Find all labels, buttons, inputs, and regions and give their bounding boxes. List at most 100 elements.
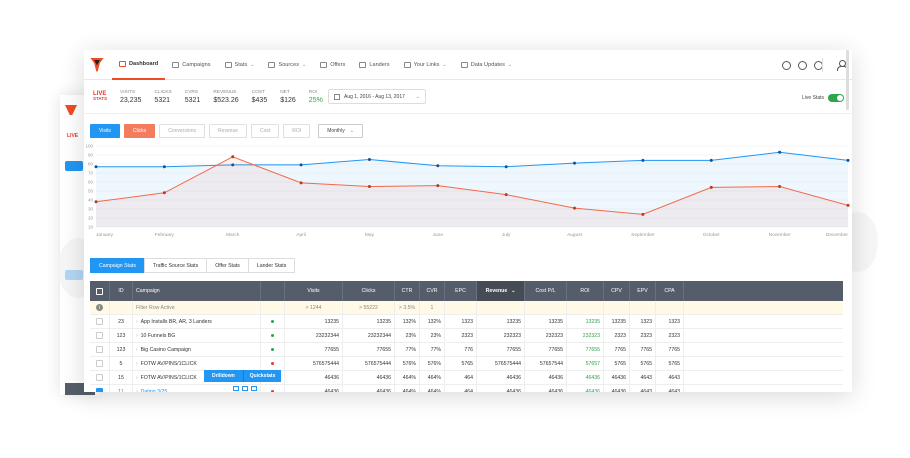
cost-button[interactable]: Cost <box>251 124 280 138</box>
header-revenue[interactable]: Revenue ⌄ <box>477 281 525 301</box>
filter-status-cell <box>261 301 285 314</box>
nav-item-offers[interactable]: Offers <box>313 50 352 80</box>
table-row[interactable]: 11 › Dating 3/25 46436 46436 464% 464% 464 46436… <box>90 385 843 392</box>
expand-chevron-icon[interactable]: › <box>136 388 138 393</box>
filter-cost[interactable] <box>525 301 567 314</box>
date-range-picker[interactable]: Aug 1, 2016 - Aug 13, 2017 ⌄ <box>328 89 426 104</box>
period-select[interactable]: Monthly ⌄ <box>318 124 363 138</box>
row-checkbox-cell[interactable] <box>90 343 110 356</box>
dashboard-icon <box>119 60 126 67</box>
nav-item-dashboard[interactable]: Dashboard <box>112 50 166 80</box>
row-checkbox[interactable] <box>96 332 103 339</box>
select-all-checkbox-cell[interactable] <box>90 281 110 301</box>
chat-icon[interactable] <box>798 60 807 70</box>
row-checkbox-cell[interactable] <box>90 371 110 384</box>
filter-cpa[interactable] <box>656 301 684 314</box>
expand-chevron-icon[interactable]: › <box>136 346 138 353</box>
filter-epv[interactable] <box>630 301 656 314</box>
user-account-icon[interactable] <box>837 60 848 71</box>
table-row[interactable]: 123 › Big Casino Campaign 77655 77655 77% 77% 7… <box>90 343 843 357</box>
conversions-button[interactable]: Conversions <box>159 124 205 138</box>
row-checkbox[interactable] <box>96 374 103 381</box>
nav-item-sources[interactable]: Sources ⌄ <box>261 50 313 80</box>
row-cpa: 4643 <box>656 371 684 384</box>
header-visits[interactable]: Visits <box>285 281 343 301</box>
row-cost: 77655 <box>525 343 567 356</box>
roi-button[interactable]: ROI <box>283 124 311 138</box>
visits-button[interactable]: Visits <box>90 124 120 138</box>
header-clicks[interactable]: Clicks <box>343 281 395 301</box>
row-checkbox-cell[interactable] <box>90 385 110 392</box>
expand-chevron-icon[interactable]: › <box>136 374 138 381</box>
row-checkbox[interactable] <box>96 360 103 367</box>
nav-item-data-updates[interactable]: Data Updates ⌄ <box>454 50 519 80</box>
header-campaign[interactable]: Campaign <box>133 281 261 301</box>
filter-clicks[interactable]: > 55222 <box>343 301 395 314</box>
nav-item-stats[interactable]: Stats ⌄ <box>218 50 262 80</box>
filter-row-label[interactable]: Filter Row Active <box>133 301 261 314</box>
header-ctr[interactable]: CTR <box>395 281 420 301</box>
clicks-button[interactable]: Clicks <box>123 124 156 138</box>
row-campaign-name[interactable]: 10 Funnels BG <box>140 332 176 339</box>
row-campaign-cell[interactable]: › Big Casino Campaign <box>133 343 261 356</box>
copy-icon[interactable] <box>251 386 257 391</box>
row-campaign-cell[interactable]: › Dating 3/25 <box>133 385 261 392</box>
tab-offer-stats[interactable]: Offer Stats <box>206 258 249 273</box>
filter-roi[interactable] <box>567 301 604 314</box>
row-checkbox-cell[interactable] <box>90 357 110 370</box>
header-cpv[interactable]: CPV <box>604 281 630 301</box>
filter-ctr[interactable]: > 3.5% <box>395 301 420 314</box>
table-row[interactable]: 23 › App Installs BR, AR, 3 Landers 13235 13… <box>90 315 843 329</box>
row-checkbox[interactable] <box>96 388 103 392</box>
row-campaign-cell[interactable]: › App Installs BR, AR, 3 Landers <box>133 315 261 328</box>
row-checkbox-cell[interactable] <box>90 329 110 342</box>
settings-gear-icon[interactable] <box>782 60 791 70</box>
nav-item-landers[interactable]: Landers <box>352 50 396 80</box>
row-checkbox[interactable] <box>96 346 103 353</box>
row-checkbox[interactable] <box>96 318 103 325</box>
chart-icon[interactable] <box>242 386 248 391</box>
drilldown-button[interactable]: Drilldown <box>204 370 243 382</box>
row-campaign-name[interactable]: Big Casino Campaign <box>140 346 191 353</box>
row-revenue: 576575444 <box>477 357 525 370</box>
quickstats-button[interactable]: Quickstats <box>242 370 282 382</box>
header-cpa[interactable]: CPA <box>656 281 684 301</box>
edit-icon[interactable] <box>233 386 239 391</box>
filter-cvr[interactable]: 1 <box>420 301 445 314</box>
brand-logo-icon[interactable] <box>90 57 104 72</box>
nav-item-campaigns[interactable]: Campaigns <box>165 50 217 80</box>
select-all-checkbox[interactable] <box>96 287 103 295</box>
filter-epc[interactable] <box>445 301 477 314</box>
vertical-scrollbar[interactable] <box>846 50 849 110</box>
header-id[interactable]: ID <box>110 281 133 301</box>
expand-chevron-icon[interactable]: › <box>136 360 138 367</box>
x-tick-label: September <box>631 232 655 238</box>
header-cost[interactable]: Cost P/L <box>525 281 567 301</box>
filter-revenue[interactable] <box>477 301 525 314</box>
row-campaign-name[interactable]: FOTW AV/PINS/1CLICK <box>140 374 197 381</box>
header-epv[interactable]: EPV <box>630 281 656 301</box>
tab-lander-stats[interactable]: Lander Stats <box>247 258 296 273</box>
header-roi[interactable]: ROI <box>567 281 604 301</box>
filter-cpv[interactable] <box>604 301 630 314</box>
row-campaign-name[interactable]: App Installs BR, AR, 3 Landers <box>140 318 212 325</box>
data-point <box>573 161 577 165</box>
expand-chevron-icon[interactable]: › <box>136 318 138 325</box>
row-campaign-cell[interactable]: › FOTW AV/PINS/1CLICK <box>133 357 261 370</box>
header-epc[interactable]: EPC <box>445 281 477 301</box>
row-campaign-name[interactable]: Dating 3/25 <box>140 388 168 393</box>
row-checkbox-cell[interactable] <box>90 315 110 328</box>
filter-visits[interactable]: > 1244 <box>285 301 343 314</box>
tab-traffic-source-stats[interactable]: Traffic Source Stats <box>143 258 208 273</box>
live-stats-toggle[interactable] <box>828 94 844 102</box>
tab-campaign-stats[interactable]: Campaign Stats <box>90 258 145 273</box>
expand-chevron-icon[interactable]: › <box>136 332 138 339</box>
header-cvr[interactable]: CVR <box>420 281 445 301</box>
row-campaign-name[interactable]: FOTW AV/PINS/1CLICK <box>140 360 197 367</box>
revenue-button[interactable]: Revenue <box>209 124 248 138</box>
table-row[interactable]: 123 › 10 Funnels BG 23232344 23232344 23% 23% 2… <box>90 329 843 343</box>
nav-item-your-links[interactable]: Your Links ⌄ <box>397 50 454 80</box>
row-campaign-cell[interactable]: › 10 Funnels BG <box>133 329 261 342</box>
table-row[interactable]: 15 › FOTW AV/PINS/1CLICK 46436 46436 464% 464%… <box>90 371 843 385</box>
table-row[interactable]: 5 › FOTW AV/PINS/1CLICK 576575444 576575444 5… <box>90 357 843 371</box>
